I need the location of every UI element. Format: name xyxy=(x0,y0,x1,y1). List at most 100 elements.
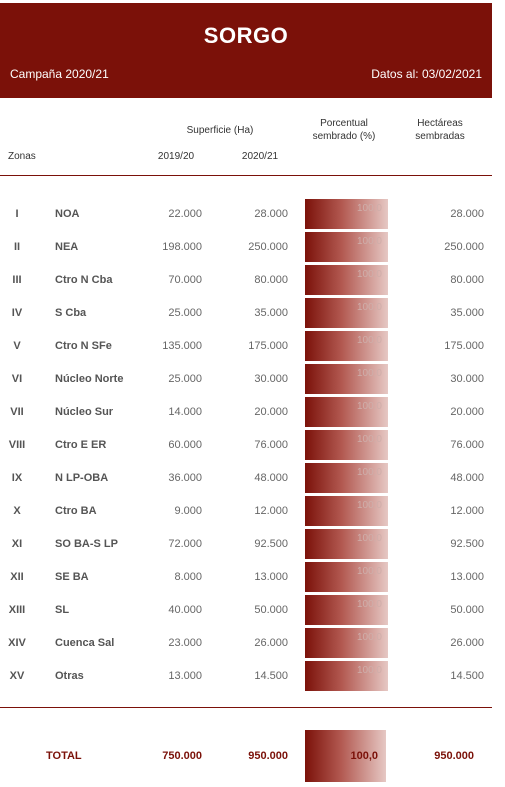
superficie-2020-21: 14.500 xyxy=(254,670,288,682)
zone-name: Núcleo Norte xyxy=(55,373,124,385)
table-row: IX N LP-OBA 36.000 48.000 48.000 100,0 xyxy=(0,463,505,493)
superficie-2019-20: 40.000 xyxy=(168,604,202,616)
hectareas-sembradas: 76.000 xyxy=(450,439,484,451)
percent-value: 100,0 xyxy=(356,632,382,643)
total-divider xyxy=(0,707,492,708)
hectareas-sembradas: 14.500 xyxy=(450,670,484,682)
superficie-2020-21: 35.000 xyxy=(254,307,288,319)
hectareas-sembradas: 30.000 xyxy=(450,373,484,385)
superficie-2019-20: 22.000 xyxy=(168,208,202,220)
column-header-year1: 2019/20 xyxy=(157,151,195,162)
zone-name: Ctro E ER xyxy=(55,439,107,451)
percent-value: 100,0 xyxy=(356,599,382,610)
zone-number: IV xyxy=(11,307,23,319)
hectareas-sembradas: 80.000 xyxy=(450,274,484,286)
table-row: XV Otras 13.000 14.500 14.500 100,0 xyxy=(0,661,505,691)
superficie-2020-21: 26.000 xyxy=(254,637,288,649)
percent-value: 100,0 xyxy=(356,500,382,511)
superficie-2020-21: 175.000 xyxy=(248,340,288,352)
hectareas-sembradas: 35.000 xyxy=(450,307,484,319)
percent-value: 100,0 xyxy=(356,302,382,313)
table-row: IV S Cba 25.000 35.000 35.000 100,0 xyxy=(0,298,505,328)
zone-number: XIV xyxy=(8,637,26,649)
percent-bar: 100,0 xyxy=(305,529,388,559)
table-row: XI SO BA-S LP 72.000 92.500 92.500 100,0 xyxy=(0,529,505,559)
total-row: TOTAL 750.000 950.000 100,0 950.000 xyxy=(0,730,505,782)
superficie-2020-21: 20.000 xyxy=(254,406,288,418)
percent-bar: 100,0 xyxy=(305,298,388,328)
percent-value: 100,0 xyxy=(356,269,382,280)
percent-value: 100,0 xyxy=(356,335,382,346)
zone-name: NEA xyxy=(55,241,79,253)
hectareas-sembradas: 92.500 xyxy=(450,538,484,550)
table-row: III Ctro N Cba 70.000 80.000 80.000 100,0 xyxy=(0,265,505,295)
superficie-2020-21: 13.000 xyxy=(254,571,288,583)
percent-value: 100,0 xyxy=(356,434,382,445)
zone-number: II xyxy=(13,241,21,253)
zone-number: XI xyxy=(11,538,23,550)
percent-bar: 100,0 xyxy=(305,199,388,229)
percent-value: 100,0 xyxy=(356,665,382,676)
superficie-2019-20: 8.000 xyxy=(174,571,202,583)
total-year2: 950.000 xyxy=(248,750,288,762)
column-header-porcentual: Porcentual sembrado (%) xyxy=(312,118,376,142)
superficie-2020-21: 50.000 xyxy=(254,604,288,616)
percent-value: 100,0 xyxy=(356,236,382,247)
zone-name: SE BA xyxy=(55,571,89,583)
percent-bar: 100,0 xyxy=(305,331,388,361)
table-row: XIV Cuenca Sal 23.000 26.000 26.000 100,0 xyxy=(0,628,505,658)
total-percent-bar: 100,0 xyxy=(305,730,386,782)
zone-number: X xyxy=(13,505,21,517)
superficie-2019-20: 25.000 xyxy=(168,373,202,385)
superficie-2019-20: 13.000 xyxy=(168,670,202,682)
table-row: XII SE BA 8.000 13.000 13.000 100,0 xyxy=(0,562,505,592)
zone-number: VII xyxy=(10,406,24,418)
column-header-zonas: Zonas xyxy=(8,151,36,162)
hectareas-sembradas: 13.000 xyxy=(450,571,484,583)
superficie-2020-21: 250.000 xyxy=(248,241,288,253)
column-header-superficie: Superficie (Ha) xyxy=(186,125,254,136)
zone-name: Ctro BA xyxy=(55,505,97,517)
percent-value: 100,0 xyxy=(356,467,382,478)
superficie-2020-21: 80.000 xyxy=(254,274,288,286)
table-row: V Ctro N SFe 135.000 175.000 175.000 100,0 xyxy=(0,331,505,361)
zone-number: III xyxy=(12,274,22,286)
zone-name: NOA xyxy=(55,208,80,220)
total-label: TOTAL xyxy=(46,750,82,762)
zone-number: VI xyxy=(11,373,23,385)
superficie-2019-20: 135.000 xyxy=(162,340,202,352)
superficie-2019-20: 198.000 xyxy=(162,241,202,253)
zone-number: V xyxy=(13,340,21,352)
percent-bar: 100,0 xyxy=(305,364,388,394)
zone-name: Ctro N SFe xyxy=(55,340,112,352)
zone-name: Cuenca Sal xyxy=(55,637,115,649)
zone-name: SL xyxy=(55,604,70,616)
percent-bar: 100,0 xyxy=(305,595,388,625)
percent-bar: 100,0 xyxy=(305,463,388,493)
hectareas-sembradas: 50.000 xyxy=(450,604,484,616)
campaign-label: Campaña 2020/21 xyxy=(10,67,109,81)
header-divider xyxy=(0,175,492,176)
percent-bar: 100,0 xyxy=(305,628,388,658)
total-hectareas: 950.000 xyxy=(434,750,474,762)
hectareas-sembradas: 12.000 xyxy=(450,505,484,517)
superficie-2019-20: 23.000 xyxy=(168,637,202,649)
superficie-2019-20: 9.000 xyxy=(174,505,202,517)
superficie-2019-20: 70.000 xyxy=(168,274,202,286)
table-row: VIII Ctro E ER 60.000 76.000 76.000 100,0 xyxy=(0,430,505,460)
data-date: Datos al: 03/02/2021 xyxy=(371,67,482,81)
total-percent-value: 100,0 xyxy=(350,750,378,762)
percent-value: 100,0 xyxy=(356,566,382,577)
superficie-2020-21: 92.500 xyxy=(254,538,288,550)
zone-name: Ctro N Cba xyxy=(55,274,113,286)
percent-bar: 100,0 xyxy=(305,661,388,691)
superficie-2020-21: 12.000 xyxy=(254,505,288,517)
percent-bar: 100,0 xyxy=(305,562,388,592)
zone-number: XIII xyxy=(8,604,26,616)
column-header-year2: 2020/21 xyxy=(241,151,279,162)
report-header: SORGO Campaña 2020/21 Datos al: 03/02/20… xyxy=(0,3,492,98)
percent-bar: 100,0 xyxy=(305,496,388,526)
total-year1: 750.000 xyxy=(162,750,202,762)
zone-name: S Cba xyxy=(55,307,87,319)
column-header-hectareas: Hectáreas sembradas xyxy=(415,118,465,142)
